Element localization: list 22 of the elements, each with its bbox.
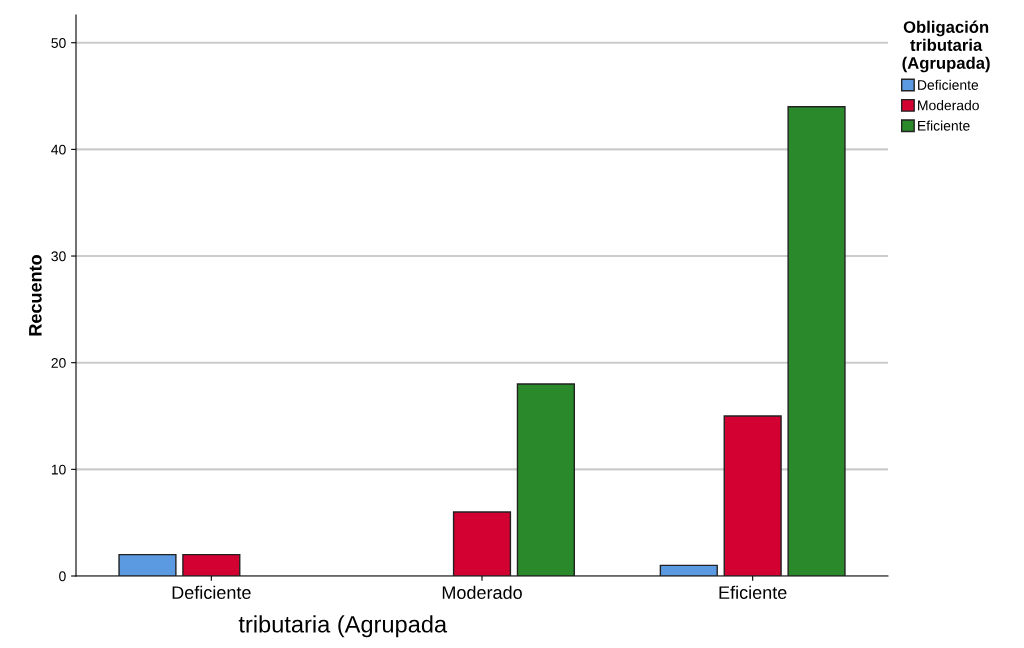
bar	[118, 553, 177, 576]
y-tick-label: 10	[51, 464, 66, 475]
bar	[659, 564, 718, 576]
x-axis-title: tributaria (Agrupada	[238, 615, 448, 638]
legend-title: Obligación tributaria (Agrupada)	[902, 20, 990, 73]
bar	[182, 553, 241, 576]
bar	[723, 415, 782, 576]
bar	[452, 511, 512, 576]
y-tick-label: 0	[59, 571, 66, 582]
bar	[516, 383, 575, 576]
bar	[787, 106, 846, 576]
legend-label: Moderado	[918, 100, 979, 111]
y-axis-title: Recuento	[29, 255, 42, 336]
x-tick-label: Deficiente	[172, 585, 251, 599]
legend-label: Deficiente	[918, 79, 979, 90]
y-tick-label: 20	[51, 358, 66, 368]
x-tick-label: Moderado	[442, 585, 522, 599]
legend-label: Eficiente	[918, 120, 970, 131]
x-tick-label: Eficiente	[719, 585, 787, 599]
y-tick-label: 40	[51, 144, 66, 155]
y-tick-label: 30	[51, 251, 66, 262]
y-tick-label: 50	[51, 38, 66, 48]
